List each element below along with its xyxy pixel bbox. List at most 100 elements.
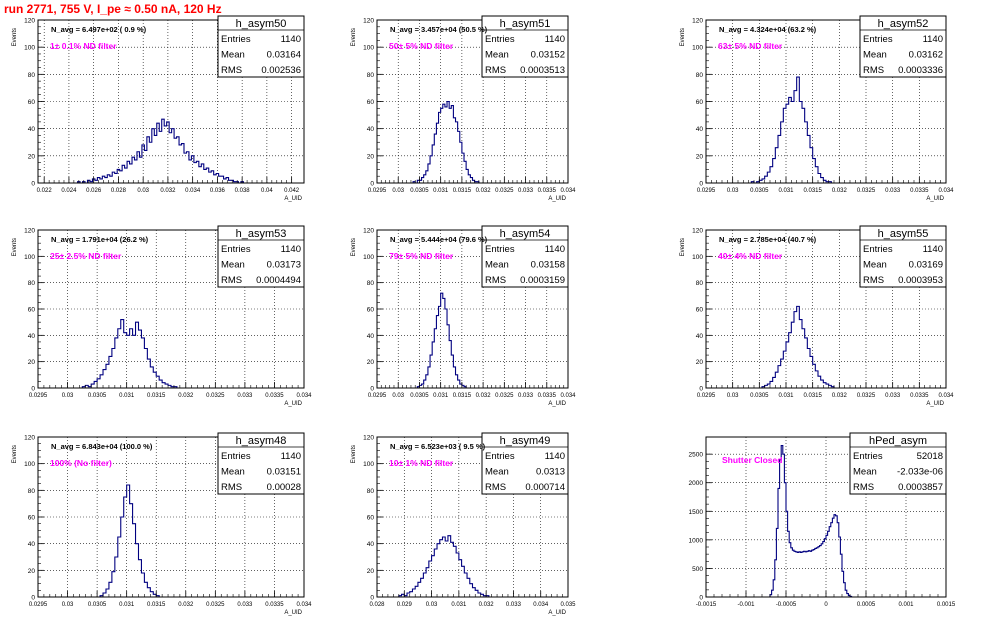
stats-box-frame	[217, 225, 305, 288]
x-tick-label: 0.032	[832, 393, 848, 399]
y-tick-label: 20	[696, 359, 704, 366]
x-tick-label: 0.0015	[937, 602, 956, 608]
stats-label: RMS	[485, 65, 506, 76]
stats-value: 0.03158	[531, 260, 565, 271]
y-tick-label: 500	[692, 566, 703, 573]
stats-box-frame	[217, 15, 305, 78]
x-tick-label: 0.03	[727, 393, 739, 399]
histogram-name: h_asym52	[878, 18, 929, 30]
stats-label: Entries	[221, 451, 251, 462]
x-tick-label: 0.026	[86, 188, 102, 194]
histogram-panel: 0.0295 0.03 0.0305 0.031 0.0315 0.032 0.0325 0.…	[351, 15, 576, 202]
histogram-panel: 0.022 0.024 0.026 0.028 0.03 0.032 0.034 0.036 0…	[12, 15, 305, 202]
y-tick-label: 0	[370, 386, 374, 393]
y-tick-label: 100	[24, 461, 35, 468]
y-tick-label: 120	[363, 18, 374, 25]
y-tick-label: 100	[24, 45, 35, 52]
x-tick-label: 0.033	[237, 393, 253, 399]
stats-label: Entries	[485, 244, 515, 255]
navg-annotation: N_avg = 5.444e+04 (79.6 %)	[390, 235, 488, 244]
stats-box: h_asym52 Entries 1140 Mean 0.03162 RMS 0.00033…	[859, 15, 947, 78]
x-tick-label: 0.032	[178, 393, 194, 399]
stats-value: 0.0003953	[898, 275, 943, 286]
x-tick-label: 0.0325	[495, 393, 514, 399]
y-tick-label: 60	[367, 99, 375, 106]
navg-annotation: N_avg = 1.791e+04 (26.2 %)	[51, 235, 149, 244]
x-axis-label: A_UID	[284, 610, 302, 616]
x-tick-label: 0.034	[185, 188, 201, 194]
y-tick-label: 0	[370, 181, 374, 188]
y-tick-label: 0	[699, 595, 703, 602]
stats-label: Mean	[221, 260, 245, 271]
x-tick-label: 0.0315	[803, 393, 822, 399]
x-tick-label: 0.033	[506, 602, 522, 608]
stats-label: Mean	[853, 467, 877, 478]
x-tick-label: 0.033	[518, 393, 534, 399]
x-tick-label: 0.0305	[88, 602, 107, 608]
stats-label: Entries	[863, 244, 893, 255]
y-tick-label: 60	[367, 307, 375, 314]
y-tick-label: 40	[28, 126, 36, 133]
y-tick-label: 40	[367, 333, 375, 340]
y-tick-label: 120	[692, 18, 703, 25]
y-tick-label: 0	[699, 386, 703, 393]
x-tick-label: 0.0325	[206, 602, 225, 608]
stats-value: 0.03169	[909, 260, 943, 271]
x-tick-label: 0.04	[261, 188, 273, 194]
stats-value: 0.03173	[267, 260, 301, 271]
stats-label: RMS	[853, 482, 874, 493]
histogram-panel: 0.0295 0.03 0.0305 0.031 0.0315 0.032 0.0325 0.…	[12, 432, 312, 616]
x-tick-label: 0.0335	[910, 188, 929, 194]
navg-annotation: N_avg = 3.457e+04 (50.5 %)	[390, 25, 488, 34]
x-tick-label: 0.031	[451, 602, 467, 608]
stats-value: 0.000714	[525, 482, 565, 493]
y-tick-label: 100	[692, 254, 703, 261]
x-tick-label: 0.0315	[803, 188, 822, 194]
x-tick-label: 0	[824, 602, 828, 608]
filter-annotation: 50± 5% ND filter	[389, 41, 454, 51]
x-tick-label: 0.03	[426, 602, 438, 608]
stats-value: 0.03152	[531, 50, 565, 61]
filter-annotation: 63± 5% ND filter	[718, 41, 783, 51]
x-tick-label: 0.028	[369, 602, 385, 608]
x-tick-label: 0.0305	[750, 188, 769, 194]
histogram-name: h_asym53	[236, 228, 287, 240]
navg-annotation: N_avg = 6.523e+03 ( 9.5 %)	[390, 442, 486, 451]
y-tick-label: 60	[367, 515, 375, 522]
histogram-line	[748, 76, 834, 184]
navg-annotation: N_avg = 6.497e+02 ( 0.9 %)	[51, 25, 147, 34]
y-tick-label: 2000	[689, 480, 704, 487]
x-tick-label: 0.03	[62, 393, 74, 399]
histogram-name: h_asym55	[878, 228, 929, 240]
x-tick-label: 0.032	[476, 393, 492, 399]
x-tick-label: 0.032	[832, 188, 848, 194]
stats-box: h_asym55 Entries 1140 Mean 0.03169 RMS 0.00039…	[859, 225, 947, 288]
x-axis-label: A_UID	[548, 610, 566, 616]
x-tick-label: 0.036	[210, 188, 226, 194]
x-tick-label: 0.031	[778, 393, 794, 399]
x-tick-label: 0.034	[533, 602, 549, 608]
x-tick-label: 0.032	[160, 188, 176, 194]
stats-label: Mean	[863, 50, 887, 61]
x-tick-label: 0.032	[479, 602, 495, 608]
x-tick-label: 0.0335	[910, 393, 929, 399]
x-tick-label: 0.0005	[857, 602, 876, 608]
x-tick-label: 0.033	[885, 188, 901, 194]
y-tick-label: 80	[28, 280, 36, 287]
histogram-name: h_asym54	[500, 228, 551, 240]
y-tick-label: 100	[363, 461, 374, 468]
stats-box: h_asym51 Entries 1140 Mean 0.03152 RMS 0.00035…	[481, 15, 569, 78]
y-tick-label: 60	[28, 307, 36, 314]
histogram-line	[768, 445, 854, 598]
histogram-line	[97, 484, 163, 598]
y-tick-label: 40	[367, 126, 375, 133]
stats-value: 0.03162	[909, 50, 943, 61]
x-tick-label: 0.0325	[495, 188, 514, 194]
histogram-line	[75, 118, 249, 184]
x-tick-label: 0.034	[560, 188, 576, 194]
y-tick-label: 80	[28, 488, 36, 495]
y-tick-label: 120	[24, 18, 35, 25]
stats-label: Entries	[221, 244, 251, 255]
x-axis-label: A_UID	[548, 196, 566, 202]
